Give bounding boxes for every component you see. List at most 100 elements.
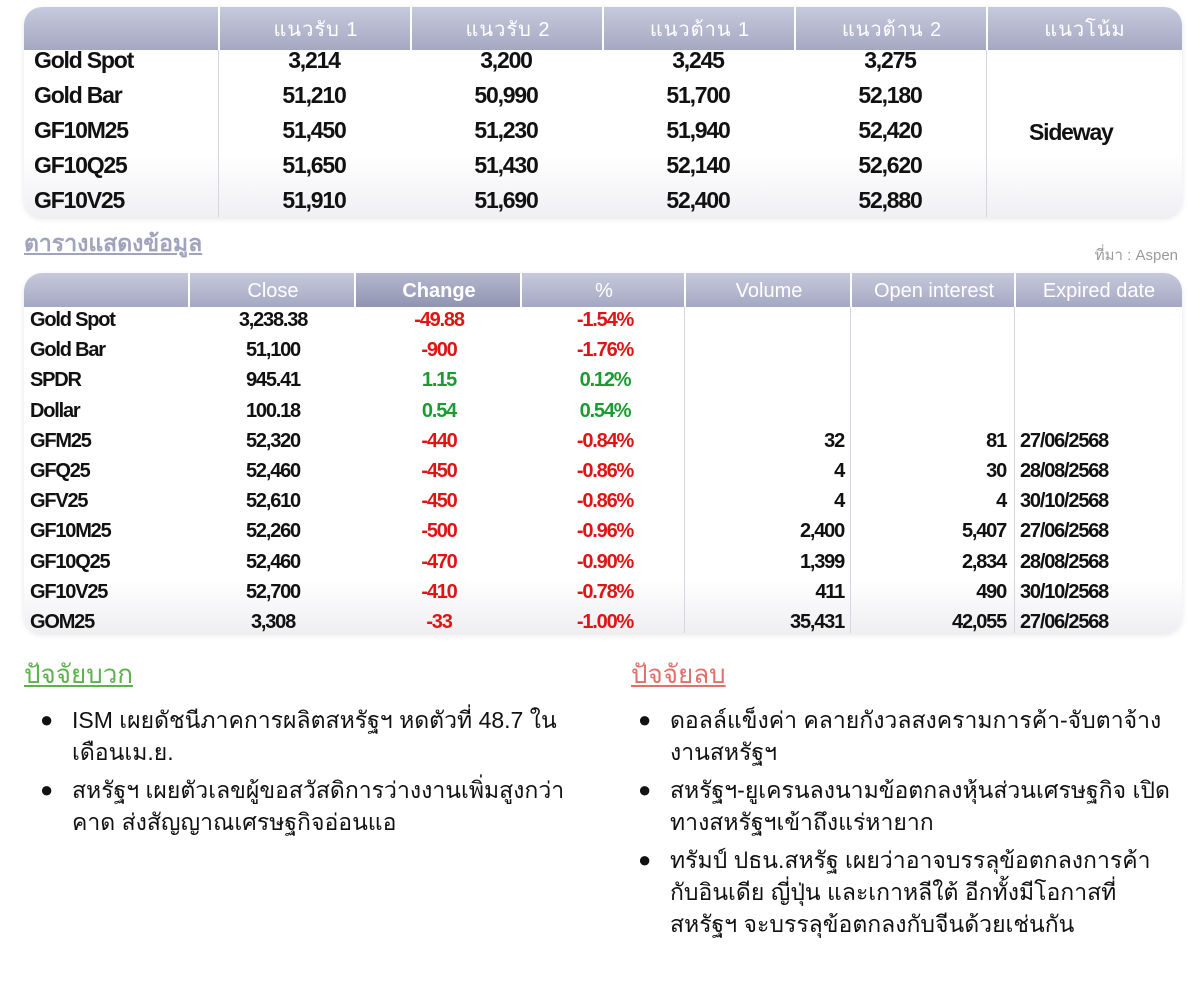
table2-cell-close: 51,100 bbox=[246, 339, 301, 362]
table2-cell-volume bbox=[686, 396, 844, 426]
table2-cell-volume: 411 bbox=[815, 580, 845, 603]
table2-cell-oi: 2,834 bbox=[961, 550, 1007, 573]
table1-cell-s1: 51,910 bbox=[282, 187, 346, 213]
table2-cell-pct: 0.54% bbox=[579, 399, 632, 422]
factor-text: ทรัมป์ ปธน.สหรัฐ เผยว่าอาจบรรลุข้อตกลงกา… bbox=[670, 847, 1151, 937]
bullet-icon: ● bbox=[40, 777, 54, 802]
table1-cell-s1: 3,214 bbox=[288, 47, 341, 73]
table2-cell-oi bbox=[852, 396, 1006, 426]
table1-cell-r2: 52,880 bbox=[858, 187, 922, 213]
table1-row-name: Gold Bar bbox=[34, 82, 123, 108]
table2-cell-name: GF10M25 bbox=[30, 520, 112, 543]
table2-cell-change: -470 bbox=[421, 550, 457, 573]
table2-cell-oi: 4 bbox=[996, 490, 1007, 513]
positive-factors-title: ปัจจัยบวก bbox=[24, 659, 134, 689]
table2-cell-change: 1.15 bbox=[421, 369, 457, 392]
table2-cell-close: 100.18 bbox=[246, 399, 301, 422]
table2-cell-close: 52,610 bbox=[246, 490, 301, 513]
support-resistance-header: แนวรับ 1 แนวรับ 2 แนวต้าน 1 แนวต้าน 2 แน… bbox=[24, 7, 1182, 50]
market-data-table: Close Change % Volume Open interest Expi… bbox=[24, 273, 1182, 633]
table2-cell-oi: 81 bbox=[986, 429, 1007, 452]
bullet-icon: ● bbox=[638, 707, 652, 732]
factor-item: ● ISM เผยดัชนีภาคการผลิตสหรัฐฯ หดตัวที่ 4… bbox=[32, 704, 572, 768]
table2-cell-oi bbox=[852, 305, 1006, 335]
table1-cell-s2: 3,200 bbox=[480, 47, 533, 73]
table2-cell-close: 945.41 bbox=[246, 369, 301, 392]
table2-cell-volume: 32 bbox=[824, 429, 845, 452]
factor-text: สหรัฐฯ-ยูเครนลงนามข้อตกลงหุ้นส่วนเศรษฐกิ… bbox=[670, 777, 1170, 835]
table2-cell-volume: 4 bbox=[834, 460, 845, 482]
table2-cell-expired: 28/08/2568 bbox=[1020, 460, 1109, 482]
table1-cell-s2: 50,990 bbox=[474, 82, 538, 108]
table2-cell-pct: -1.76% bbox=[576, 339, 634, 362]
table2-cell-oi bbox=[852, 335, 1006, 365]
table2-cell-change: -450 bbox=[421, 490, 457, 513]
table2-cell-volume: 1,399 bbox=[799, 550, 845, 573]
factor-text: ดอลล์แข็งค่า คลายกังวลสงครามการค้า-จับตา… bbox=[670, 707, 1162, 765]
table2-cell-pct: -1.00% bbox=[576, 611, 634, 633]
header-trend: แนวโน้ม bbox=[986, 7, 1182, 50]
table2-cell-pct: -0.86% bbox=[576, 460, 634, 482]
factor-item: ● ดอลล์แข็งค่า คลายกังวลสงครามการค้า-จับต… bbox=[630, 704, 1170, 768]
table2-cell-pct: -0.96% bbox=[576, 520, 634, 543]
header-blank bbox=[24, 273, 190, 307]
table2-cell-change: -500 bbox=[421, 520, 457, 543]
table2-cell-volume: 4 bbox=[834, 490, 845, 513]
table1-cell-s2: 51,690 bbox=[474, 187, 538, 213]
table2-cell-pct: -0.90% bbox=[576, 550, 634, 573]
table1-cell-s1: 51,210 bbox=[282, 82, 346, 108]
header-expired-date: Expired date bbox=[1014, 273, 1182, 307]
table2-cell-change: -440 bbox=[421, 429, 457, 452]
table2-cell-close: 52,700 bbox=[246, 580, 301, 603]
table2-cell-expired: 28/08/2568 bbox=[1020, 550, 1109, 573]
table2-cell-volume bbox=[686, 365, 844, 395]
factor-item: ● สหรัฐฯ เผยตัวเลขผู้ขอสวัสดิการว่างงานเพ… bbox=[32, 774, 572, 838]
header-support-1: แนวรับ 1 bbox=[218, 7, 412, 50]
table2-cell-name: Dollar bbox=[30, 399, 81, 422]
negative-factors-list: ● ดอลล์แข็งค่า คลายกังวลสงครามการค้า-จับต… bbox=[630, 704, 1170, 946]
header-volume: Volume bbox=[684, 273, 852, 307]
table1-cell-r2: 52,180 bbox=[858, 82, 922, 108]
table1-cell-s2: 51,430 bbox=[474, 152, 538, 178]
table2-cell-name: GFQ25 bbox=[30, 460, 91, 482]
factor-item: ● ทรัมป์ ปธน.สหรัฐ เผยว่าอาจบรรลุข้อตกลงก… bbox=[630, 844, 1170, 940]
table1-row-name: Gold Spot bbox=[34, 47, 134, 73]
table2-cell-expired: 27/06/2568 bbox=[1020, 429, 1109, 452]
table1-cell-r2: 52,620 bbox=[858, 152, 922, 178]
table1-cell-r1: 3,245 bbox=[672, 47, 725, 73]
table2-cell-pct: -0.84% bbox=[576, 429, 634, 452]
table2-cell-name: GFM25 bbox=[30, 429, 92, 452]
header-resistance-1: แนวต้าน 1 bbox=[602, 7, 796, 50]
table1-row-name: GF10M25 bbox=[34, 117, 129, 143]
table2-cell-change: -450 bbox=[421, 460, 457, 482]
table2-cell-pct: -0.86% bbox=[576, 490, 634, 513]
factor-text: ISM เผยดัชนีภาคการผลิตสหรัฐฯ หดตัวที่ 48… bbox=[72, 707, 557, 765]
table2-cell-close: 52,260 bbox=[246, 520, 301, 543]
table2-cell-oi: 42,055 bbox=[952, 611, 1007, 633]
table2-cell-close: 3,238.38 bbox=[238, 309, 308, 331]
positive-factors-list: ● ISM เผยดัชนีภาคการผลิตสหรัฐฯ หดตัวที่ 4… bbox=[32, 704, 572, 844]
header-resistance-2: แนวต้าน 2 bbox=[794, 7, 988, 50]
table2-cell-expired: 27/06/2568 bbox=[1020, 611, 1109, 633]
table2-cell-close: 52,320 bbox=[246, 429, 301, 452]
table1-cell-s2: 51,230 bbox=[474, 117, 538, 143]
table2-cell-name: Gold Spot bbox=[30, 309, 116, 331]
data-source: ที่มา : Aspen bbox=[1094, 247, 1178, 264]
table2-cell-expired: 30/10/2568 bbox=[1020, 490, 1109, 513]
table2-cell-change: -410 bbox=[421, 580, 457, 603]
table2-cell-change: 0.54 bbox=[421, 399, 457, 422]
header-close: Close bbox=[188, 273, 356, 307]
table1-cell-r2: 52,420 bbox=[858, 117, 922, 143]
table2-cell-expired bbox=[1020, 396, 1176, 426]
table1-cell-r1: 52,400 bbox=[666, 187, 730, 213]
factor-text: สหรัฐฯ เผยตัวเลขผู้ขอสวัสดิการว่างงานเพิ… bbox=[72, 777, 565, 835]
bullet-icon: ● bbox=[40, 707, 54, 732]
table1-cell-r2: 3,275 bbox=[864, 47, 917, 73]
table2-cell-name: SPDR bbox=[30, 369, 82, 392]
table1-cell-r1: 51,700 bbox=[666, 82, 730, 108]
table2-cell-volume: 35,431 bbox=[790, 611, 845, 633]
table2-cell-expired: 27/06/2568 bbox=[1020, 520, 1109, 543]
table2-cell-pct: 0.12% bbox=[579, 369, 632, 392]
negative-factors-title: ปัจจัยลบ bbox=[631, 659, 726, 689]
table2-cell-volume bbox=[686, 335, 844, 365]
